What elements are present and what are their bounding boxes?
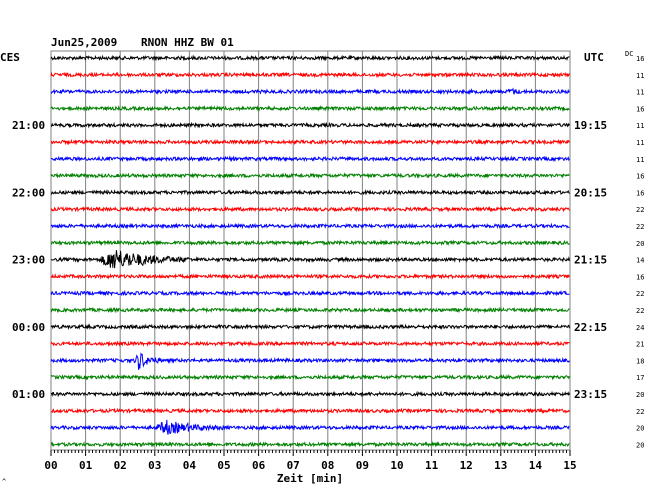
dc-offset-value: 24 bbox=[636, 324, 644, 332]
trace-row-22 bbox=[50, 419, 570, 435]
dc-offset-value: 11 bbox=[636, 72, 644, 80]
left-time-label: 01:00 bbox=[12, 388, 45, 401]
x-tick-label: 14 bbox=[529, 459, 543, 472]
dc-offset-value: 21 bbox=[636, 341, 644, 349]
dc-offset-value: 22 bbox=[636, 290, 644, 298]
dc-offset-value: 22 bbox=[636, 408, 644, 416]
trace-row-15 bbox=[50, 306, 570, 314]
dc-offset-value: 16 bbox=[636, 173, 644, 181]
dc-offset-value: 16 bbox=[636, 105, 644, 113]
trace-row-16 bbox=[50, 323, 570, 331]
x-tick-label: 03 bbox=[148, 459, 161, 472]
left-time-label: 23:00 bbox=[12, 254, 45, 267]
left-time-label: 22:00 bbox=[12, 186, 45, 199]
trace-row-8 bbox=[50, 189, 570, 196]
x-tick-label: 13 bbox=[494, 459, 507, 472]
trace-row-2 bbox=[50, 87, 570, 96]
dc-label: DC bbox=[625, 50, 633, 58]
trace-row-13 bbox=[50, 273, 570, 280]
trace-row-9 bbox=[50, 205, 570, 213]
trace-row-14 bbox=[50, 289, 570, 297]
dc-offset-value: 11 bbox=[636, 89, 644, 97]
header-date: Jun25,2009 bbox=[51, 36, 117, 49]
right-time-label: 20:15 bbox=[574, 186, 607, 199]
x-tick-label: 07 bbox=[287, 459, 300, 472]
x-tick-label: 02 bbox=[114, 459, 127, 472]
left-time-label: 21:00 bbox=[12, 119, 45, 132]
x-tick-label: 01 bbox=[79, 459, 93, 472]
dc-offset-value: 11 bbox=[636, 156, 644, 164]
left-time-labels: 21:00 22:00 23:00 00:00 01:00 bbox=[12, 119, 45, 401]
trace-row-11 bbox=[50, 239, 570, 247]
seismogram-traces bbox=[50, 54, 570, 448]
trace-row-10 bbox=[50, 222, 570, 230]
right-time-label: 21:15 bbox=[574, 254, 607, 267]
x-tick-label: 11 bbox=[425, 459, 439, 472]
dc-offset-value: 18 bbox=[636, 357, 644, 365]
x-tick-label: 04 bbox=[183, 459, 197, 472]
x-tick-label: 12 bbox=[460, 459, 473, 472]
x-tick-label: 05 bbox=[217, 459, 230, 472]
x-tick-label: 10 bbox=[390, 459, 403, 472]
right-zone-label: UTC bbox=[584, 51, 604, 64]
trace-row-0 bbox=[50, 54, 570, 62]
trace-row-12 bbox=[50, 250, 570, 269]
x-tick-label: 06 bbox=[252, 459, 266, 472]
dc-offset-value: 17 bbox=[636, 374, 644, 382]
trace-row-4 bbox=[51, 121, 570, 129]
dc-offset-value: 20 bbox=[636, 391, 644, 399]
dc-offset-value: 20 bbox=[636, 425, 644, 433]
dc-offset-value: 20 bbox=[636, 240, 644, 248]
dc-offset-value: 14 bbox=[636, 257, 644, 265]
dc-offset-value: 16 bbox=[636, 189, 644, 197]
dc-offset-value: 16 bbox=[636, 273, 644, 281]
left-time-label: 00:00 bbox=[12, 321, 45, 334]
x-tick-label: 08 bbox=[321, 459, 334, 472]
header-station: RNON HHZ BW 01 bbox=[141, 36, 234, 49]
left-zone-label: CES bbox=[0, 51, 20, 64]
right-time-label: 23:15 bbox=[574, 388, 607, 401]
dc-offset-value: 22 bbox=[636, 206, 644, 214]
x-tick-label: 09 bbox=[356, 459, 369, 472]
dc-offset-value: 22 bbox=[636, 307, 644, 315]
right-time-label: 22:15 bbox=[574, 321, 607, 334]
x-axis-label: Zeit [min] bbox=[277, 472, 343, 485]
trace-row-7 bbox=[50, 172, 570, 180]
trace-row-23 bbox=[50, 440, 570, 448]
dc-offset-value: 11 bbox=[636, 139, 644, 147]
trace-row-18 bbox=[50, 352, 570, 370]
x-tick-label: 15 bbox=[563, 459, 576, 472]
trace-row-1 bbox=[50, 71, 570, 79]
corner-mark: ^ bbox=[2, 478, 6, 486]
dc-offset-value: 22 bbox=[636, 223, 644, 231]
trace-row-20 bbox=[50, 390, 570, 398]
trace-row-17 bbox=[50, 340, 570, 348]
right-time-label: 19:15 bbox=[574, 119, 607, 132]
trace-row-5 bbox=[50, 138, 570, 146]
grid bbox=[50, 50, 571, 451]
dc-offset-value: 20 bbox=[636, 441, 644, 449]
trace-row-6 bbox=[50, 155, 570, 163]
x-axis-ticks: 00 01 02 03 04 05 06 07 08 09 10 11 12 13 14 15 bbox=[44, 450, 577, 472]
dc-offset-labels: 16 11 11 16 11 11 11 16 16 22 22 20 14 16 22 22 24 21 18 17… bbox=[636, 55, 644, 449]
trace-row-3 bbox=[50, 104, 570, 112]
trace-row-19 bbox=[50, 373, 570, 381]
dc-offset-value: 16 bbox=[636, 55, 644, 63]
right-time-labels: 19:15 20:15 21:15 22:15 23:15 bbox=[574, 119, 607, 401]
x-tick-label: 00 bbox=[44, 459, 57, 472]
trace-row-21 bbox=[50, 407, 570, 415]
dc-offset-value: 11 bbox=[636, 122, 644, 130]
